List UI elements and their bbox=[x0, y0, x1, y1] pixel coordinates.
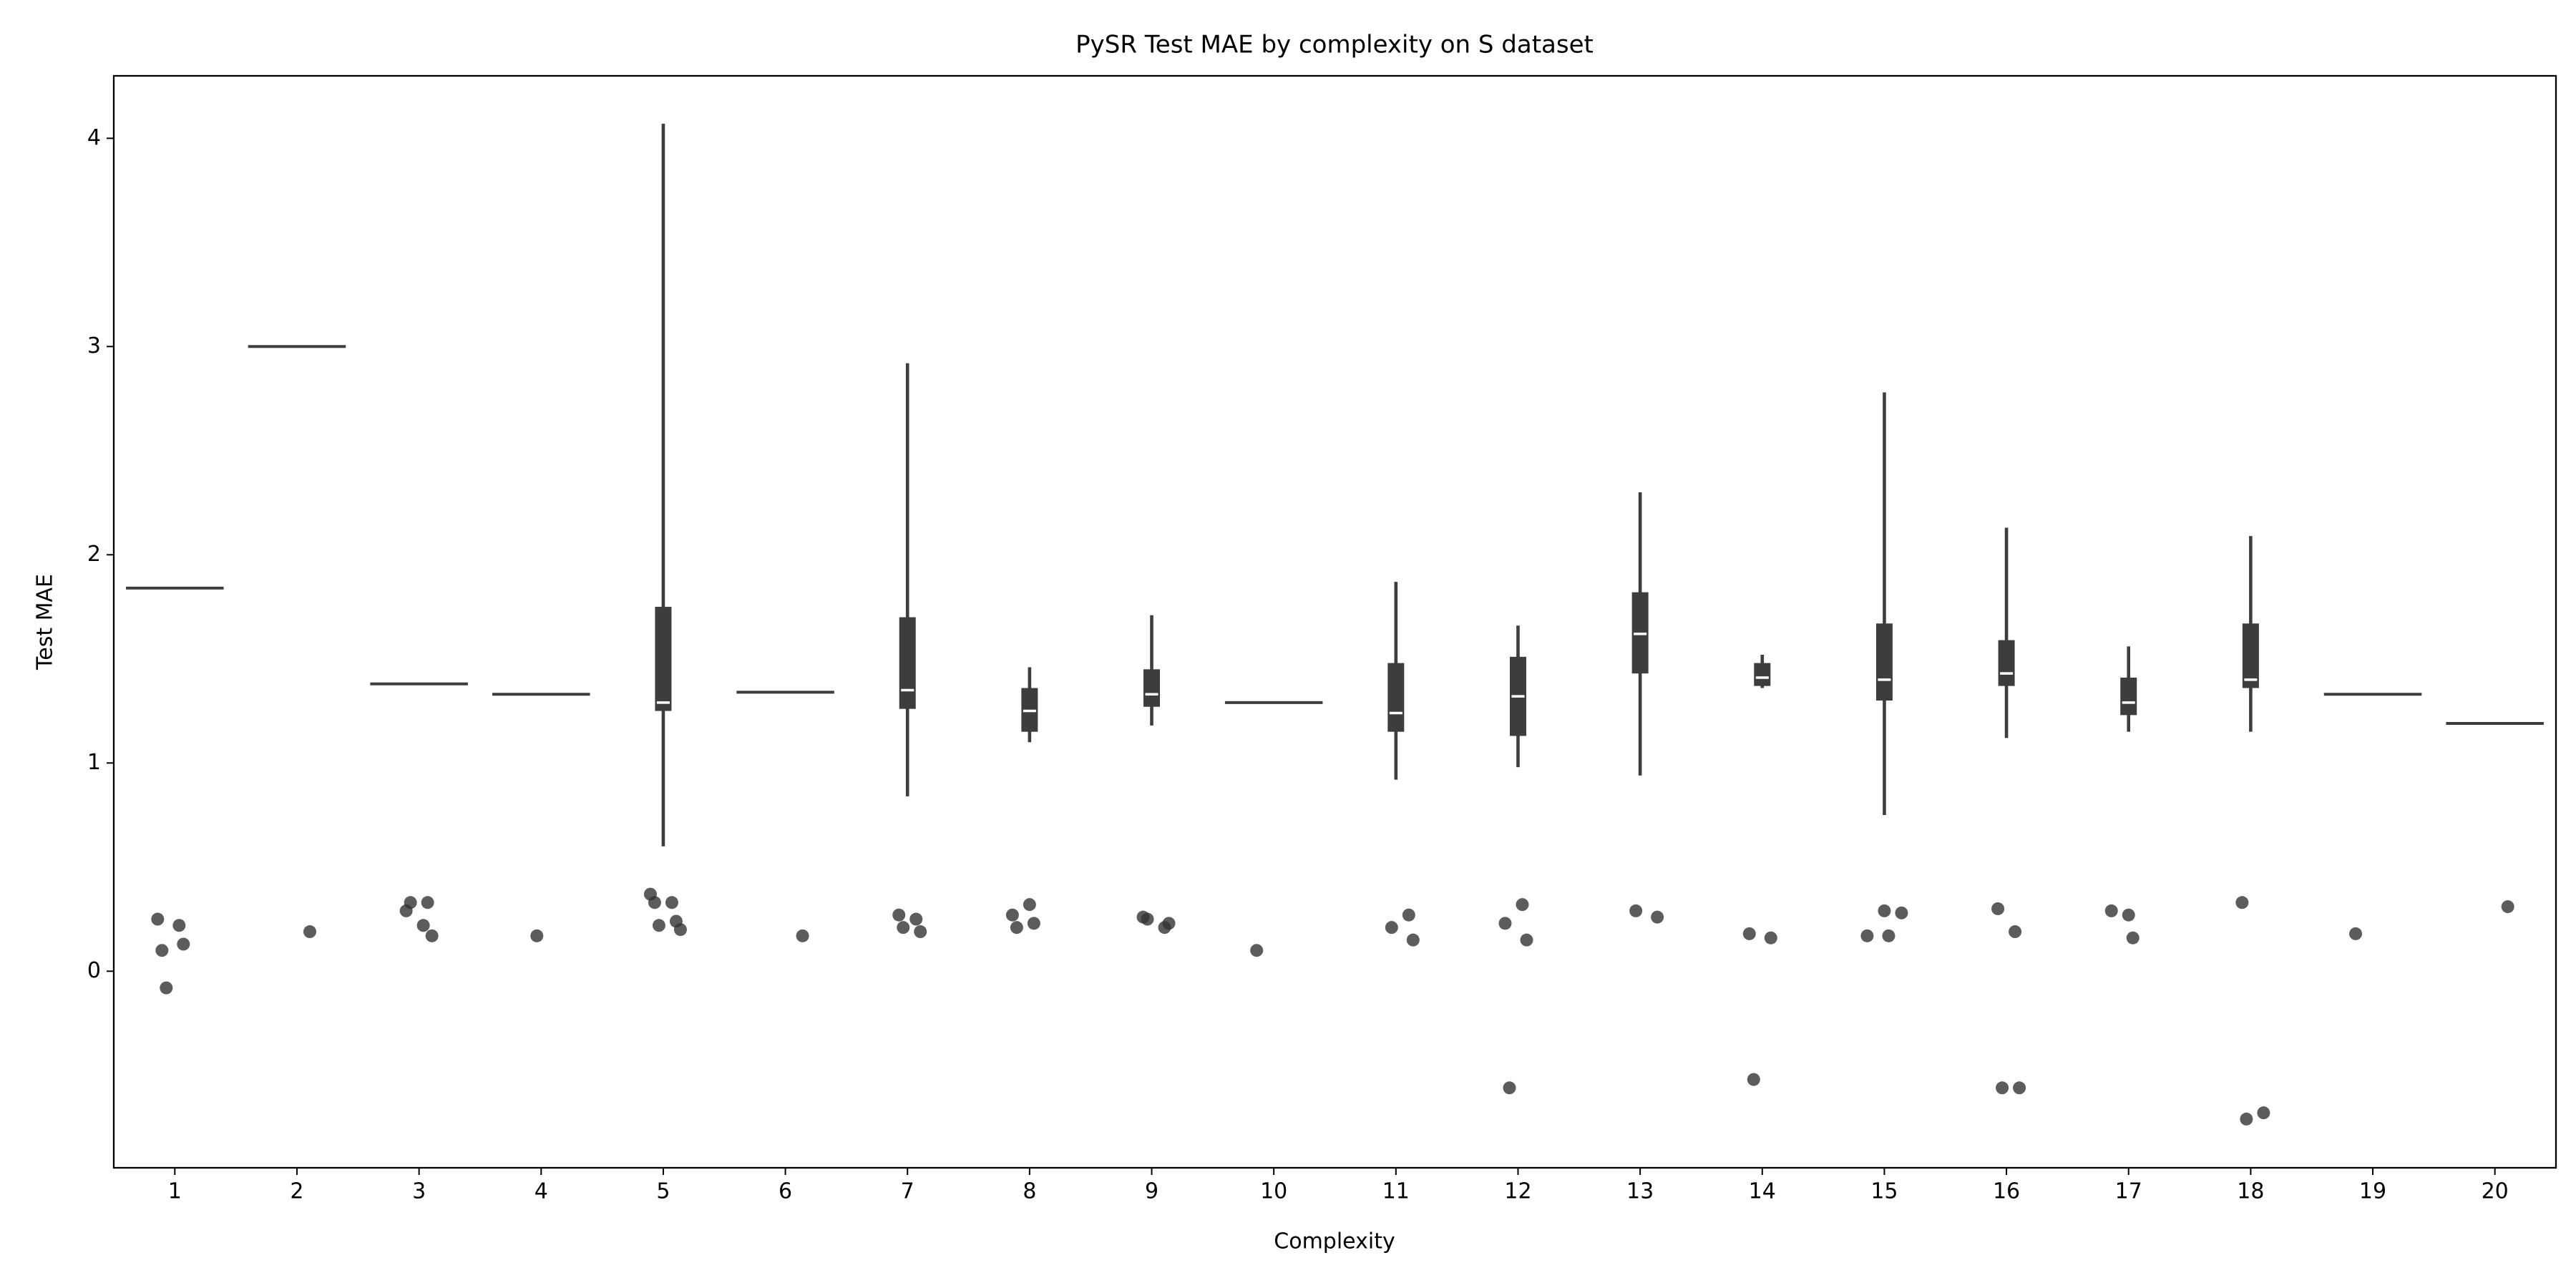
point bbox=[2009, 925, 2022, 939]
point bbox=[892, 908, 906, 922]
box bbox=[655, 607, 672, 711]
point bbox=[155, 944, 169, 957]
point bbox=[1878, 904, 1891, 917]
point bbox=[172, 919, 186, 932]
point bbox=[1764, 931, 1777, 945]
point bbox=[160, 981, 173, 995]
box bbox=[1387, 663, 1405, 732]
y-tick-label: 2 bbox=[87, 542, 101, 567]
point bbox=[796, 929, 809, 942]
x-tick-label: 20 bbox=[2482, 1179, 2509, 1204]
point bbox=[2501, 900, 2514, 914]
point bbox=[1996, 1081, 2009, 1095]
point bbox=[648, 896, 661, 909]
x-tick-label: 10 bbox=[1260, 1179, 1287, 1204]
point bbox=[2126, 931, 2140, 945]
point bbox=[1520, 933, 1533, 947]
point bbox=[673, 923, 687, 937]
box bbox=[2242, 623, 2259, 688]
box bbox=[2120, 677, 2137, 716]
point bbox=[416, 919, 430, 932]
x-tick-label: 13 bbox=[1626, 1179, 1654, 1204]
point bbox=[1516, 898, 1529, 912]
x-tick-label: 11 bbox=[1382, 1179, 1410, 1204]
x-tick-label: 5 bbox=[656, 1179, 670, 1204]
x-tick-label: 1 bbox=[168, 1179, 182, 1204]
box bbox=[1875, 623, 1893, 701]
point bbox=[1860, 929, 1874, 942]
point bbox=[1503, 1081, 1516, 1095]
point bbox=[1742, 927, 1756, 940]
x-tick-label: 9 bbox=[1145, 1179, 1158, 1204]
point bbox=[530, 929, 544, 942]
point bbox=[1991, 902, 2005, 915]
point bbox=[2235, 896, 2249, 909]
box bbox=[1754, 663, 1771, 686]
x-tick-label: 15 bbox=[1870, 1179, 1898, 1204]
point bbox=[421, 896, 434, 909]
point bbox=[177, 937, 190, 951]
point bbox=[1651, 910, 1664, 924]
point bbox=[914, 925, 927, 939]
point bbox=[1162, 917, 1176, 930]
point bbox=[1629, 904, 1643, 917]
x-tick-label: 19 bbox=[2359, 1179, 2386, 1204]
y-tick-label: 3 bbox=[87, 333, 101, 358]
point bbox=[2257, 1106, 2270, 1120]
point bbox=[1882, 929, 1896, 942]
y-tick-label: 0 bbox=[87, 958, 101, 983]
x-tick-label: 17 bbox=[2115, 1179, 2142, 1204]
point bbox=[2240, 1112, 2253, 1126]
point bbox=[2013, 1081, 2026, 1095]
y-axis-label: Test MAE bbox=[33, 574, 58, 670]
point bbox=[665, 896, 678, 909]
point bbox=[909, 912, 923, 926]
point bbox=[652, 919, 665, 932]
point bbox=[1385, 921, 1398, 935]
point bbox=[897, 921, 910, 935]
point bbox=[1402, 908, 1415, 922]
point bbox=[425, 929, 439, 942]
x-tick-label: 6 bbox=[779, 1179, 792, 1204]
point bbox=[1010, 921, 1023, 935]
point bbox=[151, 912, 165, 926]
point bbox=[2122, 908, 2135, 922]
x-axis-label: Complexity bbox=[1274, 1229, 1395, 1254]
chart-title: PySR Test MAE by complexity on S dataset bbox=[1075, 31, 1594, 59]
y-tick-label: 4 bbox=[87, 125, 101, 150]
point bbox=[1747, 1073, 1760, 1086]
x-tick-label: 4 bbox=[535, 1179, 548, 1204]
box bbox=[1998, 640, 2015, 686]
plot-frame bbox=[112, 74, 2557, 1169]
x-tick-label: 8 bbox=[1023, 1179, 1036, 1204]
x-tick-label: 2 bbox=[290, 1179, 303, 1204]
y-tick-label: 1 bbox=[87, 750, 101, 775]
point bbox=[1498, 917, 1512, 930]
point bbox=[2349, 927, 2363, 940]
x-tick-label: 3 bbox=[412, 1179, 426, 1204]
x-tick-label: 12 bbox=[1504, 1179, 1531, 1204]
point bbox=[1141, 912, 1154, 926]
x-tick-label: 14 bbox=[1749, 1179, 1776, 1204]
point bbox=[1250, 944, 1264, 957]
x-tick-label: 7 bbox=[901, 1179, 914, 1204]
point bbox=[1895, 906, 1908, 919]
point bbox=[1005, 908, 1019, 922]
point bbox=[1406, 933, 1420, 947]
box bbox=[1143, 669, 1161, 707]
point bbox=[404, 896, 417, 909]
x-tick-label: 16 bbox=[1993, 1179, 2020, 1204]
point bbox=[2104, 904, 2118, 917]
point bbox=[1023, 898, 1036, 912]
x-tick-label: 18 bbox=[2237, 1179, 2264, 1204]
box bbox=[899, 617, 916, 709]
point bbox=[1027, 917, 1040, 930]
point bbox=[303, 925, 316, 939]
